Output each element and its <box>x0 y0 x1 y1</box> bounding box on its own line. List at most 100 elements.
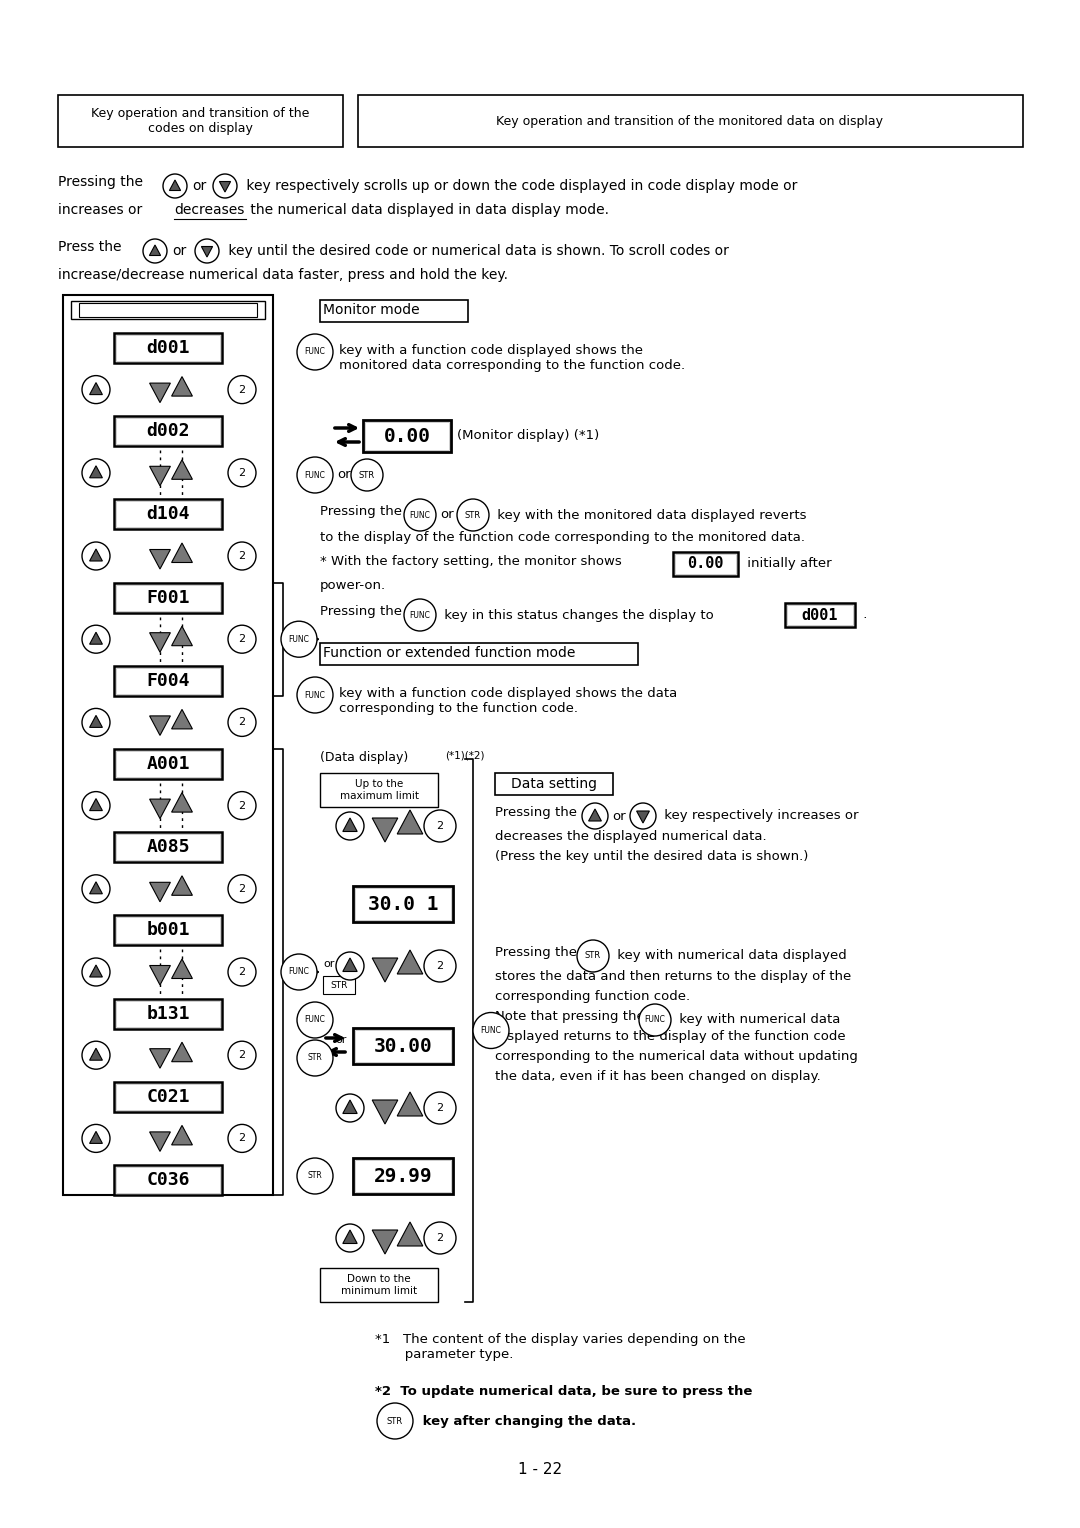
Text: *2  To update numerical data, be sure to press the: *2 To update numerical data, be sure to … <box>375 1384 753 1398</box>
Circle shape <box>297 1158 333 1193</box>
Text: FUNC: FUNC <box>409 611 431 619</box>
Text: corresponding to the numerical data without updating: corresponding to the numerical data with… <box>495 1050 858 1063</box>
Polygon shape <box>397 1093 422 1115</box>
Bar <box>79 303 257 316</box>
Text: Pressing the: Pressing the <box>495 946 577 960</box>
Circle shape <box>228 542 256 570</box>
Text: 2: 2 <box>436 961 444 970</box>
Text: Pressing the: Pressing the <box>320 605 402 617</box>
Bar <box>357 95 1023 147</box>
Circle shape <box>82 542 110 570</box>
Polygon shape <box>172 709 192 729</box>
Circle shape <box>228 709 256 736</box>
Bar <box>116 1167 220 1193</box>
Text: 30.00: 30.00 <box>374 1036 432 1056</box>
Text: A001: A001 <box>146 755 190 773</box>
Bar <box>114 666 222 695</box>
Bar <box>116 668 220 694</box>
Text: FUNC: FUNC <box>305 347 325 356</box>
Text: (Press the key until the desired data is shown.): (Press the key until the desired data is… <box>495 850 808 863</box>
Circle shape <box>582 804 608 830</box>
Polygon shape <box>397 810 422 834</box>
Bar <box>355 1030 451 1062</box>
Circle shape <box>228 625 256 652</box>
Circle shape <box>82 958 110 986</box>
Polygon shape <box>170 180 180 191</box>
Circle shape <box>228 876 256 903</box>
Text: d002: d002 <box>146 422 190 440</box>
Text: STR: STR <box>308 1053 322 1062</box>
Polygon shape <box>172 460 192 480</box>
Text: the data, even if it has been changed on display.: the data, even if it has been changed on… <box>495 1070 821 1083</box>
Circle shape <box>228 376 256 403</box>
Text: 0.00: 0.00 <box>383 426 431 446</box>
Polygon shape <box>636 811 649 824</box>
Circle shape <box>163 174 187 199</box>
Bar <box>673 552 738 576</box>
Text: Press the: Press the <box>58 240 121 254</box>
Circle shape <box>351 458 383 490</box>
Bar <box>320 643 638 665</box>
Text: STR: STR <box>585 952 602 961</box>
Circle shape <box>473 1013 509 1048</box>
Text: corresponding function code.: corresponding function code. <box>495 990 690 1002</box>
Text: b131: b131 <box>146 1004 190 1022</box>
Bar <box>116 917 220 943</box>
Circle shape <box>424 1093 456 1125</box>
Circle shape <box>228 458 256 487</box>
Text: 2: 2 <box>239 1134 245 1143</box>
Text: key with a function code displayed shows the data
corresponding to the function : key with a function code displayed shows… <box>339 688 677 715</box>
Text: b001: b001 <box>146 921 190 940</box>
Text: Pressing the: Pressing the <box>58 176 143 189</box>
Text: decreases: decreases <box>174 203 244 217</box>
Polygon shape <box>172 960 192 978</box>
Circle shape <box>228 792 256 819</box>
Circle shape <box>424 950 456 983</box>
Polygon shape <box>150 550 171 568</box>
Bar <box>114 749 222 779</box>
Polygon shape <box>150 1048 171 1068</box>
Polygon shape <box>373 1230 397 1254</box>
Text: Up to the
maximum limit: Up to the maximum limit <box>339 779 419 801</box>
Polygon shape <box>342 817 357 831</box>
Bar <box>63 295 273 1195</box>
Text: or: or <box>323 960 335 969</box>
Bar <box>114 416 222 446</box>
Polygon shape <box>172 1042 192 1062</box>
Bar <box>114 333 222 364</box>
Text: increase/decrease numerical data faster, press and hold the key.: increase/decrease numerical data faster,… <box>58 267 508 283</box>
Polygon shape <box>90 1048 103 1060</box>
Text: (Monitor display) (*1): (Monitor display) (*1) <box>457 429 599 443</box>
Bar <box>785 604 855 626</box>
Circle shape <box>297 677 333 714</box>
Text: STR: STR <box>359 471 375 480</box>
Polygon shape <box>90 799 103 810</box>
Circle shape <box>336 811 364 840</box>
Polygon shape <box>397 950 422 973</box>
Text: STR: STR <box>464 510 481 520</box>
Polygon shape <box>90 549 103 561</box>
Text: 2: 2 <box>239 1050 245 1060</box>
Bar <box>320 1268 438 1302</box>
Text: stores the data and then returns to the display of the: stores the data and then returns to the … <box>495 970 851 983</box>
Text: or: or <box>335 1034 347 1045</box>
Circle shape <box>82 625 110 652</box>
Bar <box>323 976 355 995</box>
Polygon shape <box>172 1126 192 1144</box>
Text: 2: 2 <box>436 821 444 831</box>
Text: A085: A085 <box>146 839 190 856</box>
Text: * With the factory setting, the monitor shows: * With the factory setting, the monitor … <box>320 555 622 568</box>
Text: (*1)(*2): (*1)(*2) <box>445 750 485 761</box>
Text: key in this status changes the display to: key in this status changes the display t… <box>440 608 714 622</box>
Text: 2: 2 <box>239 468 245 478</box>
Text: FUNC: FUNC <box>288 967 310 976</box>
Circle shape <box>377 1403 413 1439</box>
Text: or: or <box>192 179 206 193</box>
Bar <box>365 422 449 451</box>
Text: displayed returns to the display of the function code: displayed returns to the display of the … <box>495 1030 846 1044</box>
Text: Monitor mode: Monitor mode <box>323 303 420 316</box>
Text: FUNC: FUNC <box>645 1016 665 1024</box>
Text: STR: STR <box>308 1172 322 1181</box>
Text: 1 - 22: 1 - 22 <box>518 1462 562 1478</box>
Text: .: . <box>859 608 867 622</box>
